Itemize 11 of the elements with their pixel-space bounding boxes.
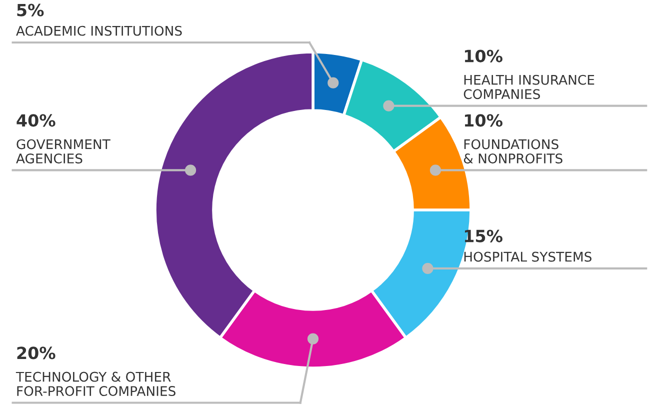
slice-label: HOSPITAL SYSTEMS [464, 252, 592, 262]
slice-label: ACADEMIC INSTITUTIONS [16, 26, 182, 36]
slice-label: FOUNDATIONS & NONPROFITS [464, 139, 562, 164]
data-label: 40% [16, 114, 56, 127]
slice-label: GOVERNMENT AGENCIES [16, 139, 110, 164]
data-label: 10% [464, 114, 502, 127]
slice-label: HEALTH INSURANCE COMPANIES [464, 74, 594, 100]
data-label: 10% [464, 50, 502, 62]
data-label: 5% [17, 4, 44, 16]
data-label: 20% [17, 346, 56, 360]
slice-label: TECHNOLOGY & OTHER FOR-PROFIT COMPANIES [16, 372, 176, 396]
